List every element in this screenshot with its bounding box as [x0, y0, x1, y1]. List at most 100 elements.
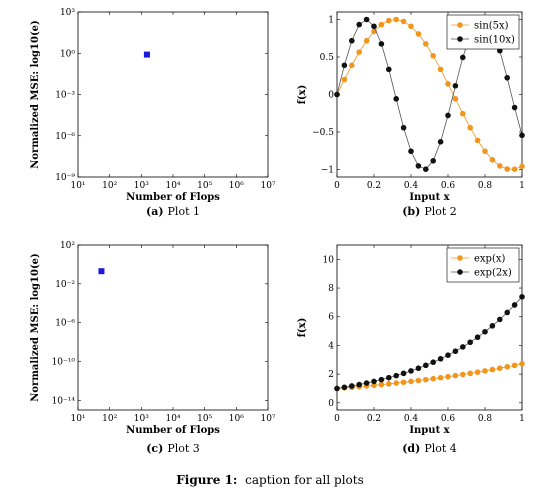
legend-swatch-marker	[457, 269, 463, 275]
series-point	[497, 47, 503, 54]
series-point	[511, 104, 518, 111]
series-point	[437, 356, 444, 362]
series-point	[341, 76, 348, 83]
y-tick-label: 10⁻¹⁰	[52, 357, 76, 367]
x-tick-label: 10²	[102, 181, 117, 191]
series-point	[386, 381, 392, 387]
x-tick-label: 0.2	[367, 414, 381, 424]
series-point	[460, 344, 466, 350]
subcaption: (a) Plot 1	[146, 205, 200, 218]
series-point	[356, 21, 363, 28]
y-tick-label: 10⁻²	[55, 280, 75, 290]
series-point	[467, 339, 474, 346]
y-tick-label: 0	[328, 91, 334, 101]
x-tick-label: 10³	[134, 181, 149, 191]
x-tick-label: 10⁵	[197, 414, 212, 424]
x-tick-label: 10⁷	[260, 181, 275, 191]
x-tick-label: 10¹	[70, 181, 85, 191]
x-tick-label: 0	[334, 181, 340, 191]
subcaption-text: Plot 4	[424, 442, 456, 455]
figure-caption-label: Figure 1:	[176, 473, 237, 487]
x-tick-label: 10⁵	[197, 181, 212, 191]
x-tick-label: 10³	[134, 414, 149, 424]
series-point	[415, 377, 422, 384]
plot-1: 10¹ 10² 10³ 10⁴ 10⁵ 10⁶ 10⁷10⁻⁹10⁻⁶10⁻³10⁰10³N…	[30, 8, 276, 218]
x-tick-label: 10⁶	[229, 414, 244, 424]
x-tick-label: 10⁴	[165, 414, 180, 424]
series-point	[504, 364, 511, 370]
subcaption: (c) Plot 3	[146, 442, 200, 455]
series-point	[334, 91, 340, 98]
series-point	[378, 41, 385, 47]
series-point	[482, 368, 488, 374]
y-axis-label: Normalized MSE: log10(e)	[30, 253, 41, 402]
series-point	[386, 66, 392, 73]
series-point	[437, 374, 444, 381]
x-tick-label: 0.4	[404, 414, 419, 424]
x-tick-label: 0.6	[441, 414, 456, 424]
series-point	[400, 124, 407, 131]
series-point	[430, 375, 437, 382]
x-axis-label: Number of Flops	[126, 192, 220, 203]
series-point	[423, 41, 429, 47]
series-point	[400, 379, 407, 386]
series-point	[489, 157, 496, 163]
series-point	[423, 362, 429, 369]
x-tick-label: 10⁷	[260, 414, 275, 424]
x-axis-label: Input x	[409, 192, 450, 203]
series-point	[497, 365, 503, 372]
series-1	[334, 16, 525, 172]
x-axis-label: Number of Flops	[126, 425, 220, 436]
series-point	[460, 54, 466, 61]
series-point	[393, 16, 400, 23]
plot-3: 10¹ 10² 10³ 10⁴ 10⁵ 10⁶ 10⁷ 10⁻¹⁴ 10⁻¹⁰ 10⁻⁶ 10⁻² 1…	[30, 241, 276, 455]
legend-swatch-marker	[457, 255, 463, 261]
subcaption-tag: (b)	[402, 205, 420, 218]
legend-box	[446, 14, 520, 50]
series-point	[497, 163, 503, 169]
series-point	[378, 21, 385, 28]
series-point	[363, 37, 370, 44]
data-point	[98, 268, 105, 275]
series-point	[460, 371, 466, 378]
y-tick-label: 1	[328, 16, 334, 26]
legend-box	[446, 247, 520, 283]
series-point	[393, 96, 400, 102]
x-tick-label: 10¹	[70, 414, 85, 424]
plot-frame	[77, 11, 269, 178]
series-point	[445, 112, 451, 119]
subcaption-text: Plot 2	[424, 205, 456, 218]
series-point	[504, 166, 511, 172]
series-point	[349, 62, 355, 69]
series-2	[334, 294, 525, 392]
series-point	[437, 66, 444, 73]
series-point	[474, 137, 481, 144]
legend-label: exp(2x)	[474, 268, 512, 279]
y-tick-label: 4	[328, 341, 334, 351]
y-axis-label: Normalized MSE: log10(e)	[30, 20, 41, 169]
y-tick-label: −1	[321, 166, 334, 176]
series-point	[408, 148, 414, 155]
y-tick-label: 0	[328, 399, 334, 409]
series-point	[437, 139, 444, 145]
series-point	[452, 372, 459, 379]
series-point	[341, 384, 348, 391]
series-point	[519, 132, 525, 139]
series-point	[363, 380, 370, 386]
x-tick-label: 1	[519, 181, 525, 191]
legend: sin(5x) sin(10x)	[446, 14, 520, 50]
x-tick-label: 10⁴	[165, 181, 180, 191]
series-point	[474, 334, 481, 341]
y-tick-label: 10³	[60, 8, 75, 18]
subcaption: (b) Plot 2	[402, 205, 457, 218]
plot-2: 0 0.2 0.4 0.6 0.8 1 −1 −0.5 0 0.5 1 Input x f(x) sin(…	[297, 11, 525, 218]
legend-label: exp(x)	[474, 254, 506, 265]
series-point	[511, 362, 518, 369]
series-point	[371, 378, 377, 385]
series-point	[519, 294, 525, 300]
series-point	[408, 23, 414, 30]
series-point	[482, 148, 488, 155]
series-point	[430, 158, 437, 164]
series-point	[511, 166, 518, 172]
